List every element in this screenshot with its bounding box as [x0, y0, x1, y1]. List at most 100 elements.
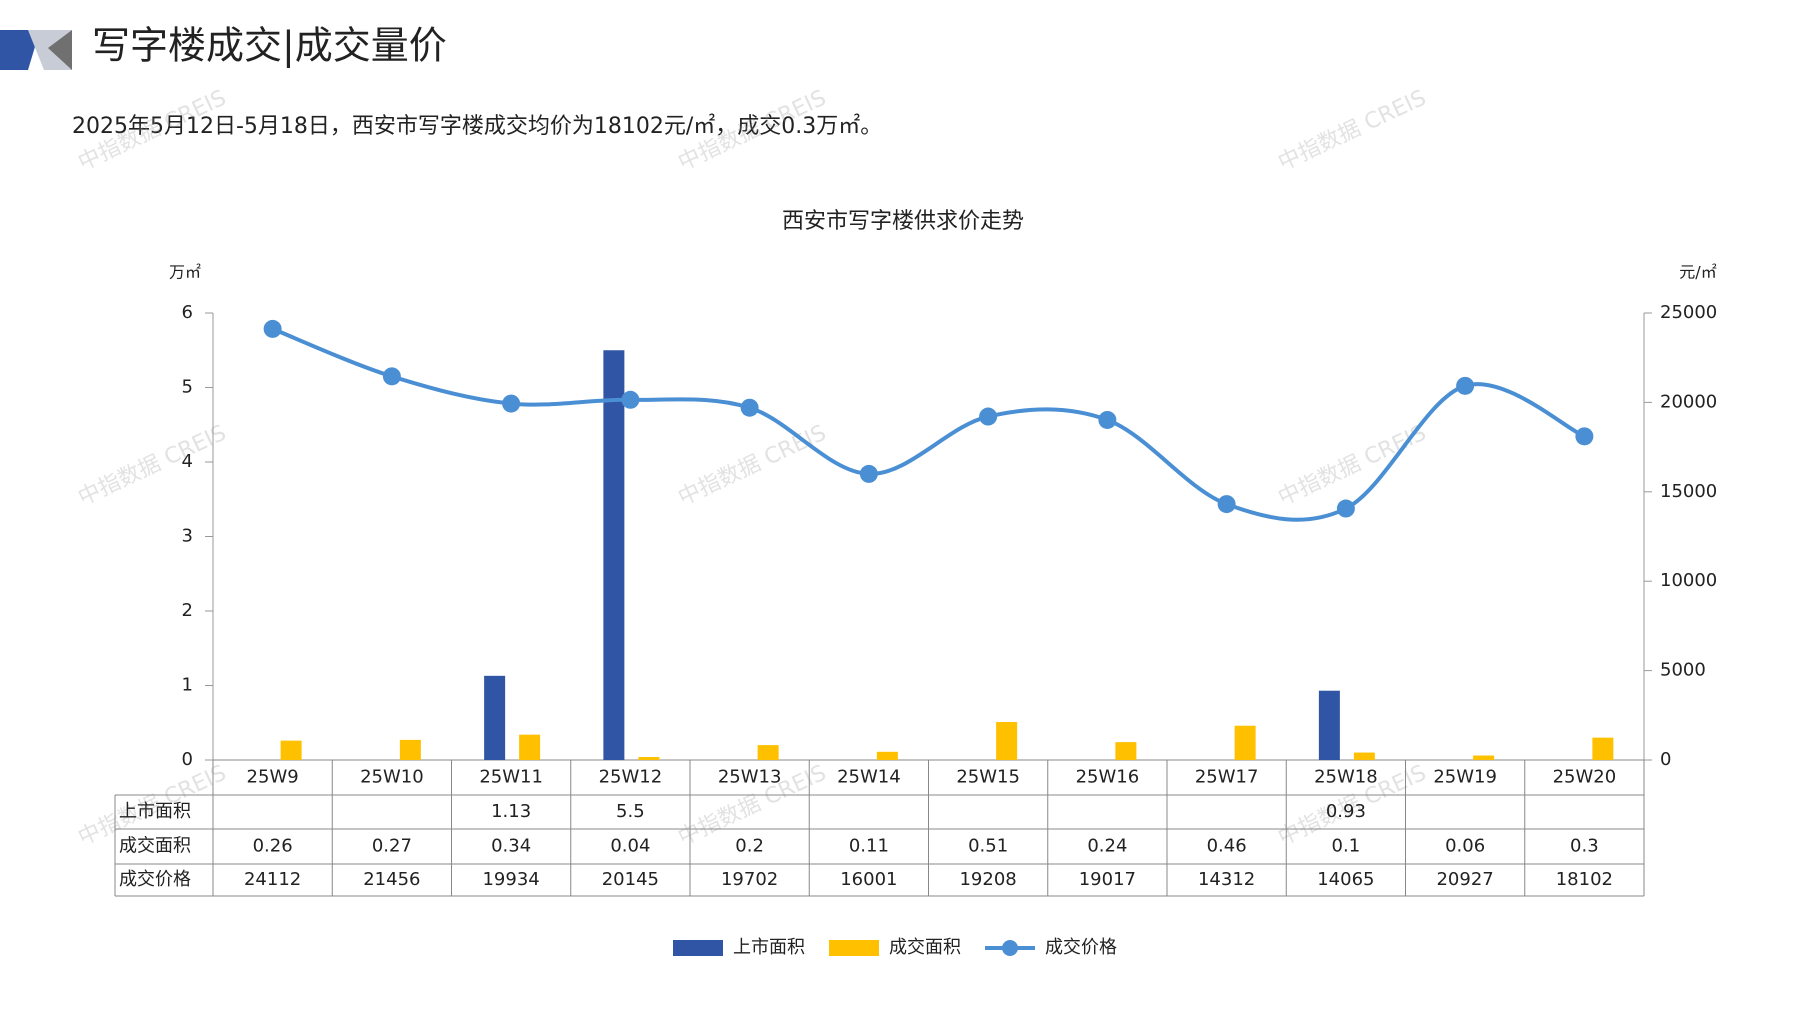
x-tick-label: 25W13 — [718, 767, 782, 788]
table-cell: 20927 — [1436, 869, 1493, 890]
table-cell: 0.27 — [372, 836, 412, 857]
x-tick-label: 25W19 — [1433, 767, 1497, 788]
y2-tick-label: 5000 — [1660, 660, 1706, 681]
x-tick-label: 25W10 — [360, 767, 424, 788]
y2-tick-label: 0 — [1660, 749, 1671, 770]
watermark: 中指数据 CREIS — [675, 421, 831, 511]
x-tick-label: 25W9 — [247, 767, 299, 788]
y-tick-label: 3 — [182, 526, 193, 547]
bar — [603, 350, 625, 760]
y2-tick-label: 20000 — [1660, 391, 1717, 412]
table-row-label: 成交价格 — [119, 869, 191, 890]
x-tick-label: 25W14 — [837, 767, 901, 788]
x-tick-label: 25W16 — [1076, 767, 1140, 788]
point — [1217, 495, 1236, 514]
legend-swatch — [673, 940, 723, 956]
point — [859, 464, 878, 483]
table-cell: 0.34 — [491, 836, 531, 857]
bar — [1234, 725, 1256, 760]
x-tick-label: 25W15 — [956, 767, 1020, 788]
point — [1575, 427, 1594, 446]
bar — [1353, 752, 1375, 760]
table-cell: 19702 — [721, 869, 778, 890]
y2-tick-label: 10000 — [1660, 570, 1717, 591]
bar — [519, 734, 541, 760]
x-tick-label: 25W20 — [1553, 767, 1617, 788]
table-cell: 16001 — [840, 869, 897, 890]
table-cell: 0.26 — [253, 836, 293, 857]
bar — [399, 739, 421, 760]
page-title: 写字楼成交|成交量价 — [92, 24, 447, 69]
bar — [638, 757, 660, 760]
x-tick-label: 25W17 — [1195, 767, 1259, 788]
y-tick-label: 4 — [182, 451, 193, 472]
watermark: 中指数据 CREIS — [1275, 86, 1431, 176]
table-cell: 19934 — [482, 869, 539, 890]
table-cell: 0.2 — [735, 836, 764, 857]
point — [979, 407, 998, 426]
y2-axis-unit: 元/㎡ — [1679, 263, 1716, 282]
y-tick-label: 0 — [182, 749, 193, 770]
bar — [1473, 755, 1495, 760]
bar — [484, 675, 506, 760]
table-cell: 19208 — [959, 869, 1016, 890]
table-cell: 1.13 — [491, 801, 531, 822]
table-cell: 0.04 — [610, 836, 650, 857]
y2-tick-label: 25000 — [1660, 302, 1717, 323]
bar — [757, 745, 779, 760]
table-row-label: 上市面积 — [119, 801, 191, 822]
bar — [1318, 690, 1340, 760]
point — [502, 394, 521, 413]
table-cell: 0.93 — [1326, 801, 1366, 822]
legend-label: 成交面积 — [889, 937, 961, 958]
bar — [876, 751, 898, 760]
point — [382, 367, 401, 386]
table-cell: 14065 — [1317, 869, 1374, 890]
header-icon — [0, 30, 40, 70]
x-tick-label: 25W11 — [479, 767, 543, 788]
table-cell: 19017 — [1079, 869, 1136, 890]
legend-label: 成交价格 — [1045, 937, 1117, 958]
table-cell: 0.06 — [1445, 836, 1485, 857]
table-cell: 0.51 — [968, 836, 1008, 857]
y-tick-label: 1 — [182, 675, 193, 696]
table-cell: 0.3 — [1570, 836, 1599, 857]
bar — [1115, 742, 1137, 760]
point — [1098, 410, 1117, 429]
watermark: 中指数据 CREIS — [1275, 421, 1431, 511]
bar — [1592, 737, 1614, 760]
table-cell: 14312 — [1198, 869, 1255, 890]
table-cell: 24112 — [244, 869, 301, 890]
table-cell: 5.5 — [616, 801, 645, 822]
legend-label: 上市面积 — [733, 937, 805, 958]
legend-swatch — [1002, 940, 1018, 956]
table-row-label: 成交面积 — [119, 836, 191, 857]
y-tick-label: 6 — [182, 302, 193, 323]
point — [1456, 376, 1475, 395]
table-cell: 0.46 — [1207, 836, 1247, 857]
watermark: 中指数据 CREIS — [75, 421, 231, 511]
table-cell: 21456 — [363, 869, 420, 890]
table-cell: 18102 — [1556, 869, 1613, 890]
point — [263, 319, 282, 338]
point — [1336, 499, 1355, 518]
bar — [280, 740, 302, 760]
table-cell: 0.24 — [1087, 836, 1127, 857]
y-tick-label: 2 — [182, 600, 193, 621]
legend-swatch — [829, 940, 879, 956]
table-cell: 0.1 — [1332, 836, 1361, 857]
y-tick-label: 5 — [182, 377, 193, 398]
table-cell: 20145 — [602, 869, 659, 890]
subtitle: 2025年5月12日-5月18日，西安市写字楼成交均价为18102元/㎡，成交0… — [72, 113, 882, 139]
y2-tick-label: 15000 — [1660, 481, 1717, 502]
chart-title: 西安市写字楼供求价走势 — [782, 209, 1024, 234]
x-tick-label: 25W18 — [1314, 767, 1378, 788]
header-icon — [48, 30, 72, 70]
x-tick-label: 25W12 — [599, 767, 663, 788]
bar — [996, 722, 1018, 760]
y-axis-unit: 万㎡ — [169, 263, 201, 282]
line — [271, 327, 1586, 522]
point — [740, 398, 759, 417]
point — [621, 390, 640, 409]
